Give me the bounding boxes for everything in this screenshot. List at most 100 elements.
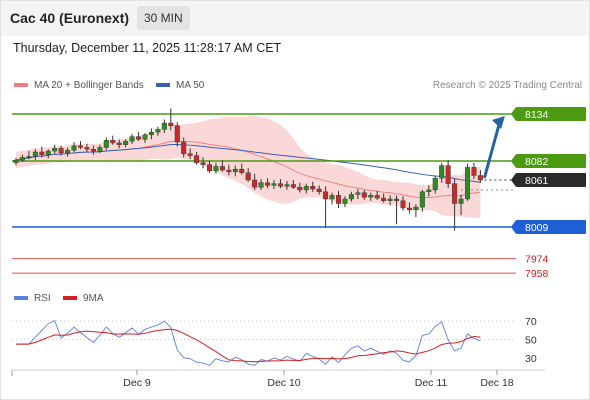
instrument-title: Cac 40 (Euronext)	[10, 10, 130, 26]
candle-body	[277, 183, 283, 187]
level-tag-8061	[516, 172, 586, 187]
candle-body	[19, 157, 25, 161]
x-tick-label: Dec 9	[123, 377, 151, 389]
rsi-ma-line	[16, 328, 481, 363]
candle-body	[116, 142, 122, 145]
level-label-8134: 8134	[525, 109, 549, 121]
candle-body	[361, 192, 367, 198]
candle-body	[239, 168, 245, 173]
rsi-ma-swatch	[63, 296, 77, 301]
projection-arrowhead	[492, 116, 505, 129]
candle-body	[406, 207, 412, 211]
candle-body	[452, 183, 458, 204]
candle-body	[284, 184, 290, 187]
legend-ma20: MA 20 + Bollinger Bands	[14, 80, 144, 91]
candle-body	[58, 148, 64, 154]
candle-body	[265, 182, 271, 186]
level-tag-8009	[516, 220, 586, 234]
candle-body	[39, 151, 45, 155]
candle-body	[374, 195, 380, 199]
candle-body	[310, 186, 316, 190]
candle-body	[316, 188, 322, 192]
candle-body	[52, 148, 58, 152]
credit-text: Research © 2025 Trading Central	[432, 80, 582, 91]
timeframe-badge[interactable]: 30 MIN	[137, 6, 190, 30]
level-tag-arrow-8061	[511, 172, 516, 187]
candle-body	[161, 122, 167, 130]
level-tag-arrow-8134	[511, 107, 516, 121]
rsi-line	[16, 319, 481, 366]
candle-body	[426, 189, 432, 192]
candle-body	[381, 197, 387, 201]
rsi-swatch	[14, 296, 28, 301]
rsi-tick-70: 70	[525, 316, 537, 328]
candle-body	[290, 184, 296, 188]
level-tag-arrow-8009	[511, 220, 516, 234]
candle-body	[368, 195, 374, 198]
candle-body	[271, 183, 277, 186]
legend-rsi-label: RSI	[34, 293, 51, 304]
ma50-swatch	[156, 83, 170, 88]
candle-body	[432, 177, 438, 191]
x-tick-label: Dec 10	[267, 377, 300, 389]
candle-body	[45, 150, 51, 155]
candle-body	[439, 165, 445, 179]
legend-rsi: RSI	[14, 293, 51, 304]
candle-body	[323, 191, 329, 200]
candle-body	[136, 136, 142, 140]
candle-body	[336, 195, 342, 204]
level-tag-arrow-8082	[511, 154, 516, 169]
candle-body	[155, 129, 161, 133]
candle-body	[297, 187, 303, 191]
candle-body	[458, 198, 464, 204]
candle-body	[400, 200, 406, 209]
candle-body	[97, 147, 103, 152]
candle-body	[232, 168, 238, 173]
candle-body	[213, 166, 219, 172]
candle-body	[445, 165, 451, 184]
candle-body	[181, 141, 187, 154]
level-label-8061: 8061	[525, 175, 549, 187]
legend-rsi-ma-label: 9MA	[83, 293, 104, 304]
candle-body	[394, 198, 400, 201]
legend-ma50-label: MA 50	[176, 80, 205, 91]
rsi-tick-50: 50	[525, 335, 537, 347]
level-tag-8134	[516, 107, 586, 121]
candle-body	[103, 140, 109, 148]
candle-body	[148, 131, 154, 135]
candle-body	[13, 159, 19, 164]
candle-body	[123, 140, 129, 145]
candle-body	[342, 198, 348, 204]
ma20-swatch	[14, 83, 28, 88]
level-label-7958: 7958	[525, 268, 549, 280]
candle-body	[419, 191, 425, 208]
legend-rsi-ma: 9MA	[63, 293, 104, 304]
candle-body	[90, 149, 96, 152]
candle-body	[65, 149, 71, 154]
level-label-8009: 8009	[525, 222, 549, 234]
candle-body	[194, 155, 200, 164]
candle-body	[471, 167, 477, 176]
x-tick-label: Dec 11	[415, 377, 448, 389]
level-label-7974: 7974	[525, 254, 549, 266]
candle-body	[71, 145, 77, 151]
candle-body	[303, 186, 309, 191]
level-label-8082: 8082	[525, 156, 549, 168]
candle-body	[387, 198, 393, 201]
candle-body	[84, 147, 90, 150]
candle-body	[329, 195, 335, 200]
level-tag-8082	[516, 154, 586, 169]
timestamp: Thursday, December 11, 2025 11:28:17 AM …	[13, 41, 282, 55]
candle-body	[200, 162, 206, 165]
candle-body	[355, 192, 361, 195]
candle-body	[26, 156, 32, 158]
candle-body	[174, 125, 180, 143]
candle-body	[168, 122, 174, 126]
header-bar	[0, 0, 590, 36]
candle-body	[465, 167, 471, 200]
candle-body	[252, 179, 258, 188]
candle-body	[219, 166, 225, 171]
legend-ma20-label: MA 20 + Bollinger Bands	[34, 80, 144, 91]
candle-body	[206, 164, 212, 172]
